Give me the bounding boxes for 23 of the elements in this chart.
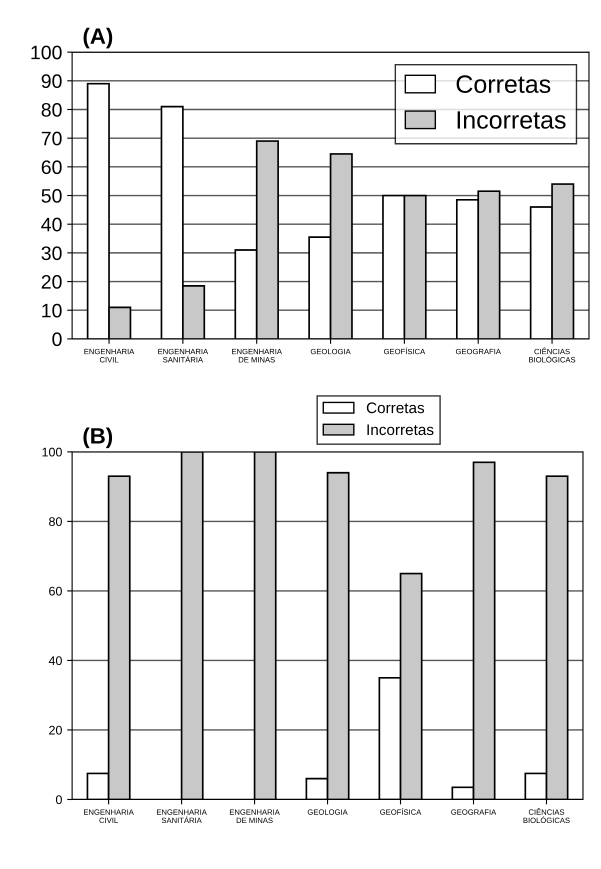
legend-label: Corretas (366, 402, 424, 414)
y-tick-label: 70 (42, 132, 62, 146)
y-tick-label: 60 (49, 586, 62, 596)
y-tick-label: 80 (49, 517, 62, 526)
chart-title: (B) (83, 427, 112, 448)
y-tick-label: 20 (49, 726, 62, 735)
y-tick-label: 40 (48, 656, 62, 666)
y-tick-label: 100 (31, 46, 62, 60)
legend-label: Incorretas (458, 111, 566, 129)
legend-label: Incorretas (367, 424, 434, 436)
y-tick-label: 90 (42, 74, 62, 88)
y-tick-label: 30 (42, 246, 62, 260)
y-tick-label: 100 (42, 448, 62, 457)
y-tick-label: 20 (42, 275, 62, 289)
y-tick-label: 40 (41, 218, 62, 232)
y-tick-label: 0 (52, 332, 62, 346)
y-tick-label: 0 (56, 795, 62, 804)
y-tick-label: 80 (42, 102, 62, 117)
legend-label: Corretas (456, 75, 550, 94)
y-tick-label: 50 (42, 188, 62, 203)
y-tick-label: 60 (42, 160, 62, 174)
y-tick-label: 10 (42, 304, 62, 318)
chart-title: (A) (84, 28, 112, 48)
